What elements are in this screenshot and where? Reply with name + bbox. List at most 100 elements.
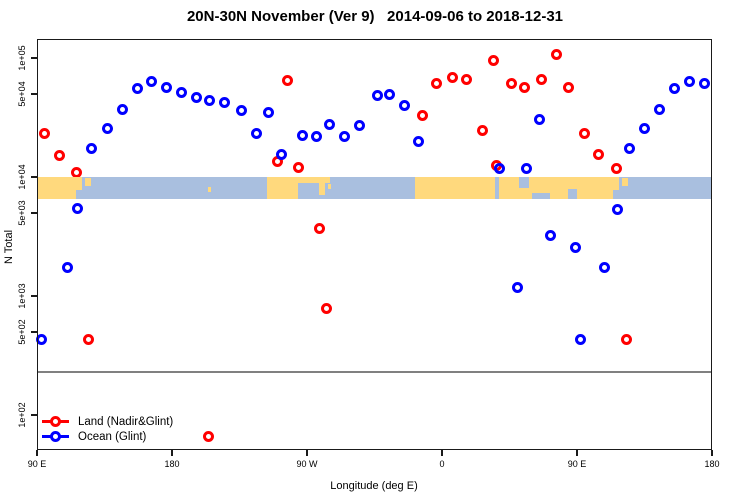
x-tick — [306, 450, 308, 456]
data-point — [250, 127, 262, 139]
y-tick — [31, 93, 37, 95]
x-axis-title: Longitude (deg E) — [330, 480, 418, 492]
land-segment — [266, 177, 298, 199]
data-point — [145, 76, 157, 88]
data-point — [160, 81, 172, 93]
data-point — [399, 99, 410, 111]
data-point — [384, 89, 395, 101]
land-segment — [568, 177, 577, 190]
data-point — [204, 94, 215, 106]
y-tick — [31, 176, 37, 178]
world-map-band — [37, 177, 712, 199]
data-point — [535, 73, 547, 85]
land-segment — [85, 178, 91, 186]
land-segment — [37, 177, 76, 199]
x-tick — [441, 450, 443, 456]
legend-ocean-circle-icon — [50, 431, 61, 442]
land-segment — [550, 177, 568, 199]
land-segment — [499, 177, 519, 199]
y-tick — [31, 331, 37, 333]
data-point — [654, 103, 665, 115]
data-point — [487, 54, 499, 66]
data-point — [339, 130, 350, 142]
y-tick-label: 1e+03 — [17, 283, 27, 309]
legend-item-land: Land (Nadir&Glint) — [42, 414, 173, 429]
land-segment — [529, 177, 532, 199]
legend-ocean-symbol — [42, 431, 69, 442]
data-point — [72, 203, 83, 215]
data-point — [544, 230, 556, 242]
data-point — [684, 75, 695, 87]
data-point — [699, 78, 710, 90]
y-tick — [31, 295, 37, 297]
land-segment — [208, 186, 211, 193]
data-point — [412, 136, 424, 148]
data-point — [505, 77, 517, 89]
data-point — [372, 90, 383, 102]
land-segment — [319, 177, 325, 195]
data-point — [477, 124, 488, 136]
legend-land-symbol — [42, 416, 69, 427]
land-segment — [577, 177, 613, 199]
x-tick — [576, 450, 578, 456]
data-point — [447, 71, 458, 83]
data-point — [282, 74, 293, 86]
data-point — [430, 78, 442, 90]
y-tick-label: 5e+03 — [17, 200, 27, 226]
data-point — [310, 131, 322, 143]
y-axis-title: N Total — [3, 229, 15, 265]
data-point — [262, 107, 274, 119]
data-point — [511, 282, 523, 294]
y-tick-label: 1e+05 — [17, 45, 27, 71]
data-point — [579, 127, 590, 139]
data-point — [190, 91, 202, 103]
data-point — [297, 129, 308, 141]
chart-title: 20N-30N November (Ver 9) 2014-09-06 to 2… — [186, 8, 564, 25]
data-point — [534, 113, 545, 125]
data-point — [612, 204, 623, 216]
land-segment — [76, 177, 82, 191]
data-point — [550, 48, 562, 60]
legend-item-ocean: Ocean (Glint) — [42, 429, 173, 444]
data-point — [132, 83, 143, 95]
x-tick-label: 180 — [704, 459, 720, 469]
data-point — [639, 122, 650, 134]
legend-land-label: Land (Nadir&Glint) — [78, 415, 174, 428]
data-point — [36, 334, 47, 346]
data-point — [624, 142, 635, 154]
x-tick-label: 90 E — [27, 459, 47, 469]
data-point — [520, 162, 532, 174]
land-segment — [415, 177, 495, 199]
data-point — [292, 161, 304, 173]
data-point — [219, 97, 230, 109]
data-point — [570, 241, 581, 253]
land-segment — [532, 177, 550, 193]
data-point — [598, 262, 610, 274]
land-segment — [622, 178, 628, 186]
y-tick-label: 1e+04 — [17, 164, 27, 190]
plot-border — [37, 39, 712, 450]
data-point — [562, 82, 574, 94]
land-segment — [518, 188, 529, 199]
y-tick — [31, 212, 37, 214]
legend-ocean-label: Ocean (Glint) — [78, 430, 147, 443]
data-point — [324, 119, 335, 131]
land-segment — [298, 177, 330, 184]
data-point — [61, 262, 73, 274]
x-tick-label: 0 — [439, 459, 445, 469]
data-point — [621, 334, 632, 346]
data-point — [313, 222, 325, 234]
data-point — [276, 148, 287, 160]
x-tick — [36, 450, 38, 456]
threshold-line — [37, 370, 712, 373]
data-point — [417, 110, 428, 122]
data-point — [574, 333, 586, 345]
data-point — [82, 334, 94, 346]
y-tick-label: 1e+02 — [17, 402, 27, 428]
y-tick-label: 5e+04 — [17, 81, 27, 107]
data-point — [39, 127, 50, 139]
data-point — [592, 148, 604, 160]
data-point — [54, 149, 65, 161]
y-tick — [31, 57, 37, 59]
